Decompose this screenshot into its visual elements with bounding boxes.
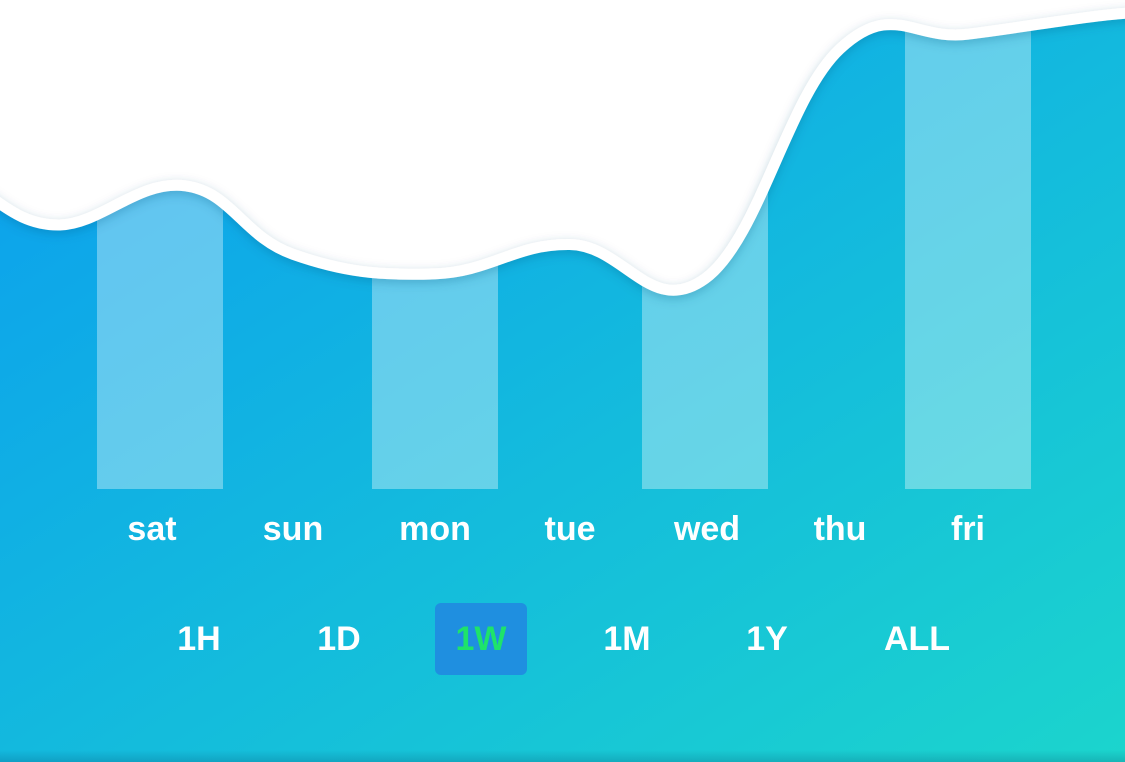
x-tick-label-sun: sun [263, 510, 323, 548]
range-button-all[interactable]: ALL [883, 620, 951, 658]
x-tick-label-fri: fri [951, 510, 985, 548]
x-tick-label-wed: wed [673, 510, 740, 548]
highlight-bar-wed [642, 12, 768, 489]
range-selector: 1H 1D 1W 1M 1Y ALL [0, 603, 1125, 675]
x-tick-label-mon: mon [399, 510, 471, 548]
highlight-bar-sat [97, 12, 223, 489]
highlight-bar-mon [372, 12, 498, 489]
series-line [0, 7, 1125, 296]
highlight-bar-fri [905, 12, 1031, 489]
x-tick-label-sat: sat [127, 510, 176, 548]
x-axis-labels: sat sun mon tue wed thu fri [127, 510, 985, 548]
range-button-1m[interactable]: 1M [603, 620, 651, 658]
x-tick-label-thu: thu [814, 510, 867, 548]
range-button-1y[interactable]: 1Y [746, 620, 788, 658]
range-button-1h[interactable]: 1H [177, 620, 221, 658]
range-button-1d[interactable]: 1D [317, 620, 361, 658]
area-fill [0, 13, 1125, 762]
range-button-1w[interactable]: 1W [435, 603, 527, 675]
x-tick-label-tue: tue [545, 510, 596, 548]
bottom-edge-shadow [0, 750, 1125, 762]
